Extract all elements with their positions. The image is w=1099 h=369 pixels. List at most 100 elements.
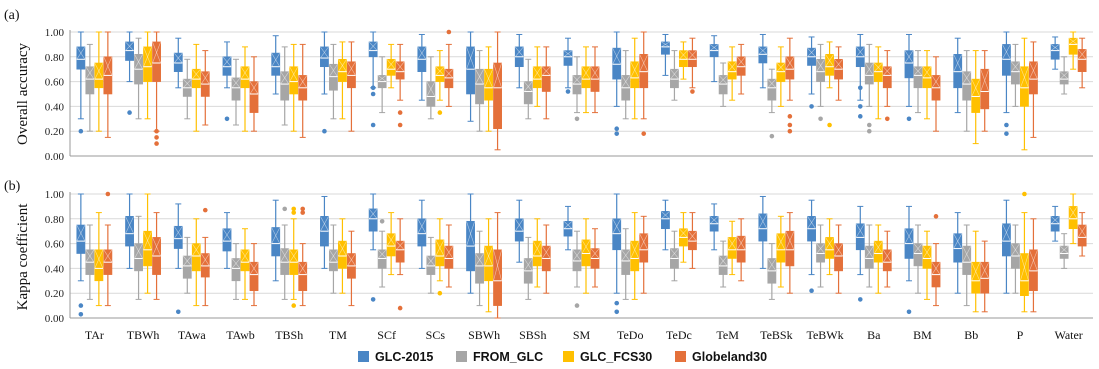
mean-marker (475, 253, 484, 267)
box-glcfcs30-water (1068, 193, 1078, 245)
box-fromglc-ba (864, 43, 874, 134)
iqr-box (1020, 66, 1029, 107)
outlier-point (379, 218, 385, 224)
mean-marker (1050, 44, 1060, 51)
mean-marker (152, 237, 161, 257)
mean-marker (688, 231, 697, 242)
box-glcfcs30-tbwh (143, 31, 152, 120)
mean-marker (931, 75, 941, 88)
mean-marker (320, 216, 329, 232)
mean-marker (523, 81, 533, 92)
box-glc2015-tbwh (125, 193, 134, 269)
mean-marker (855, 46, 865, 57)
mean-marker (816, 59, 825, 72)
outlier-point (291, 206, 297, 212)
box-globeland30-sbsh (541, 224, 551, 294)
box-fromglc-tm (329, 224, 338, 294)
iqr-box (435, 239, 445, 267)
mean-marker (484, 69, 493, 88)
iqr-box (298, 261, 308, 292)
box-fromglc-tar (85, 224, 95, 300)
iqr-box (581, 66, 591, 89)
box-glcfcs30-sbwh (484, 46, 493, 132)
box-fromglc-tebwk (816, 224, 825, 288)
outlier-point (78, 311, 84, 317)
outlier-point (300, 210, 306, 215)
iqr-box (1077, 49, 1087, 72)
outlier-point (322, 128, 327, 134)
box-glc2015-tedo (612, 193, 622, 315)
box-glcfcs30-tm (338, 41, 347, 120)
box-glc2015-water (1050, 36, 1060, 70)
box-glc2015-tar (76, 193, 86, 317)
box-glc2015-tbwh (125, 31, 134, 115)
mean-marker (922, 245, 932, 259)
box-glcfcs30-sm (581, 46, 591, 114)
iqr-box (514, 218, 524, 242)
mean-marker (679, 228, 688, 238)
outlier-point (641, 131, 647, 136)
iqr-box (191, 243, 201, 272)
mean-marker (329, 64, 338, 77)
outlier-point (291, 210, 297, 215)
iqr-box (572, 249, 582, 272)
box-glcfcs30-sm (581, 218, 591, 294)
iqr-box (386, 233, 396, 257)
mean-marker (727, 237, 737, 250)
box-globeland30-ba (882, 230, 892, 288)
box-glc2015-p (1002, 199, 1011, 294)
mean-marker (1068, 37, 1078, 45)
iqr-box (475, 68, 484, 105)
mean-marker (386, 233, 396, 247)
category-label: TM (329, 328, 347, 342)
mean-marker (125, 216, 134, 234)
box-glcfcs30-ba (873, 224, 883, 294)
box-globeland30-tebwk (834, 46, 843, 101)
mean-marker (298, 75, 308, 88)
mean-marker (882, 249, 892, 263)
mean-marker (962, 245, 972, 263)
mean-marker (240, 66, 250, 80)
mean-marker (670, 248, 679, 259)
box-glcfcs30-tem (727, 220, 737, 276)
mean-marker (873, 240, 883, 254)
iqr-box (953, 233, 963, 263)
iqr-box (727, 237, 737, 259)
mean-marker (103, 249, 113, 263)
mean-marker (532, 240, 542, 257)
iqr-box (173, 52, 183, 72)
y-tick-label: 0.00 (45, 313, 65, 325)
mean-marker (240, 249, 250, 263)
iqr-box (816, 243, 825, 263)
category-label: Water (1054, 328, 1082, 342)
iqr-box (94, 249, 104, 282)
outlier-point (809, 288, 814, 294)
category-label: TBSh (275, 328, 303, 342)
box-glcfcs30-tem (727, 46, 737, 101)
box-glcfcs30-ba (873, 46, 883, 120)
iqr-box (222, 56, 232, 76)
box-fromglc-tawa (182, 236, 192, 294)
iqr-box (1011, 61, 1020, 85)
iqr-box (152, 41, 161, 82)
y-tick-label: 1.00 (45, 189, 65, 201)
iqr-box (864, 62, 874, 85)
box-glc2015-tm (320, 195, 329, 269)
mean-marker (466, 46, 475, 70)
category-label: SM (573, 328, 591, 342)
y-tick-label: 0.40 (45, 101, 65, 113)
box-glcfcs30-tawa (191, 43, 201, 132)
mean-marker (417, 46, 427, 60)
mean-marker (873, 62, 883, 72)
iqr-box (855, 223, 865, 251)
iqr-box (143, 46, 152, 82)
mean-marker (134, 54, 143, 70)
mean-marker (484, 245, 493, 267)
iqr-box (435, 66, 445, 82)
box-glcfcs30-tebwk (825, 218, 834, 276)
box-glcfcs30-p (1020, 37, 1029, 151)
iqr-box (280, 71, 290, 101)
iqr-box (377, 249, 387, 269)
mean-marker (435, 239, 445, 257)
mean-marker (514, 46, 524, 57)
